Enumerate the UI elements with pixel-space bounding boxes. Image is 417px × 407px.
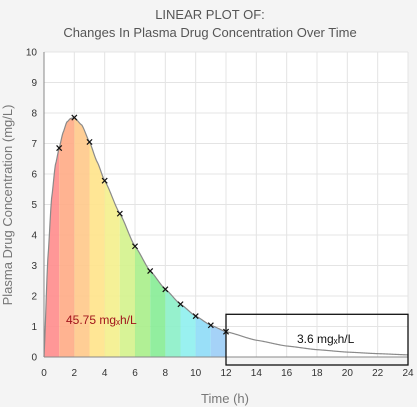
auc-segment (104, 180, 120, 357)
data-point-stroke (116, 210, 123, 217)
x-tick-label: 4 (102, 368, 108, 379)
x-axis-label: Time (h) (201, 391, 249, 406)
auc-segment (195, 316, 211, 357)
x-tick-label: 12 (220, 368, 232, 379)
x-tick-label: 22 (372, 368, 384, 379)
y-tick-label: 9 (31, 78, 37, 89)
auc-segment (210, 325, 226, 357)
data-point (192, 313, 199, 320)
data-point (147, 267, 154, 275)
auc-segment (59, 117, 75, 357)
chart-subtitle: Changes In Plasma Drug Concentration Ove… (63, 25, 356, 40)
x-tick-label: 8 (163, 368, 169, 379)
x-tick-label: 16 (281, 368, 293, 379)
auc-0-12-annotation: 45.75 mgₓh/L (66, 313, 137, 327)
chart-title: LINEAR PLOT OF: (155, 7, 265, 22)
data-point (116, 210, 123, 217)
x-tick-label: 0 (41, 368, 47, 379)
data-point (56, 145, 63, 152)
x-tick-label: 2 (72, 368, 78, 379)
auc-segment (119, 213, 135, 357)
data-point-stroke (192, 313, 199, 320)
x-tick-label: 14 (251, 368, 263, 379)
data-point (177, 301, 184, 308)
x-tick-label: 6 (132, 368, 138, 379)
y-tick-label: 3 (31, 261, 37, 272)
data-point-stroke (101, 177, 108, 184)
data-point (131, 243, 139, 250)
data-point-stroke (177, 301, 184, 308)
y-tick-label: 5 (31, 200, 37, 211)
data-point-stroke (71, 114, 78, 121)
y-axis-label: Plasma Drug Concentration (mg/L) (0, 105, 15, 306)
x-tick-label: 20 (342, 368, 354, 379)
data-point-stroke (147, 267, 154, 275)
auc-segment (44, 148, 60, 357)
data-point-stroke (56, 145, 63, 152)
y-tick-label: 8 (31, 109, 37, 120)
y-tick-label: 7 (31, 139, 37, 150)
auc-segment (74, 117, 90, 357)
data-point-stroke (86, 138, 93, 145)
data-point-stroke (207, 322, 214, 329)
auc-segment (165, 289, 181, 357)
auc-segment (180, 304, 196, 357)
data-point-stroke (131, 243, 139, 250)
tail-auc-box (225, 313, 409, 366)
y-tick-label: 10 (26, 48, 38, 59)
data-point-stroke (162, 286, 169, 293)
data-point (71, 114, 78, 121)
y-tick-label: 2 (31, 292, 37, 303)
data-point (207, 322, 214, 329)
y-tick-label: 6 (31, 170, 37, 181)
data-point (101, 177, 108, 184)
data-point (162, 286, 169, 293)
auc-segment (89, 141, 105, 357)
auc-segment (150, 270, 166, 357)
y-tick-label: 0 (31, 353, 37, 364)
x-tick-label: 10 (190, 368, 202, 379)
y-tick-label: 4 (31, 231, 37, 242)
x-tick-label: 24 (402, 368, 414, 379)
auc-tail-annotation: 3.6 mgₓh/L (297, 332, 355, 346)
data-point (86, 138, 93, 145)
x-tick-label: 18 (311, 368, 323, 379)
y-tick-label: 1 (31, 322, 37, 333)
auc-segment (135, 246, 151, 357)
